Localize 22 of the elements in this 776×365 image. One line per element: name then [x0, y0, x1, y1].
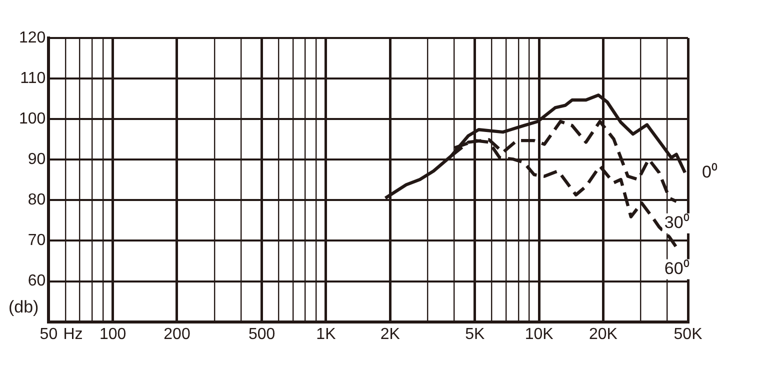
- x-tick-label: 50: [40, 326, 58, 343]
- series-label: 0⁰: [702, 162, 718, 182]
- y-tick-label: 100: [18, 110, 46, 128]
- x-tick-label: 2K: [380, 326, 400, 343]
- series-label: 60⁰: [664, 258, 690, 278]
- y-tick-label: 110: [20, 70, 46, 87]
- y-tick-label: 80: [28, 192, 46, 209]
- series-label: 30⁰: [664, 213, 690, 232]
- x-tick-label: 20K: [588, 326, 618, 343]
- y-axis-title: (db): [8, 297, 39, 316]
- y-tick-label: 70: [28, 232, 46, 250]
- x-tick-label: 100: [99, 326, 126, 343]
- x-tick-label: Hz: [63, 326, 83, 343]
- x-tick-label: 1K: [316, 326, 336, 343]
- y-tick-label: 60: [28, 272, 46, 290]
- x-tick-label: 5K: [465, 326, 486, 343]
- x-tick-label: 200: [164, 326, 190, 343]
- y-tick-label: 90: [28, 151, 46, 168]
- y-tick-label: 120: [18, 29, 46, 46]
- x-tick-label: 50K: [674, 326, 703, 343]
- x-tick-label: 10K: [524, 326, 554, 343]
- x-tick-label: 500: [248, 326, 276, 343]
